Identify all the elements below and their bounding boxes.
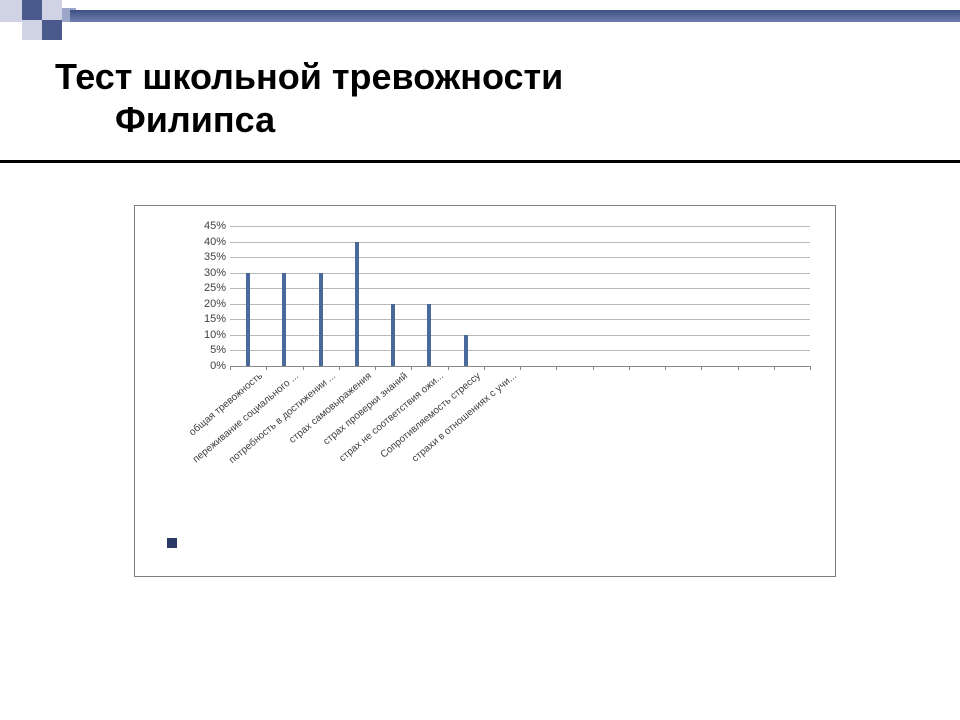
deco-square (22, 20, 42, 40)
chart-x-tick (556, 366, 557, 370)
chart-plot-area: 0%5%10%15%20%25%30%35%40%45%общая тревож… (230, 226, 810, 367)
chart-gridline (230, 242, 810, 243)
chart-bar (427, 304, 431, 366)
chart-y-tick-label: 45% (176, 220, 230, 232)
chart-x-tick (629, 366, 630, 370)
chart-bar (319, 273, 323, 366)
chart-bar (282, 273, 286, 366)
chart-gridline (230, 273, 810, 274)
chart-gridline (230, 350, 810, 351)
chart-x-tick (810, 366, 811, 370)
chart-bar (391, 304, 395, 366)
corner-decoration (0, 0, 190, 45)
chart-container: 0%5%10%15%20%25%30%35%40%45%общая тревож… (134, 205, 836, 577)
chart-x-tick (266, 366, 267, 370)
chart-x-tick (738, 366, 739, 370)
chart-y-tick-label: 0% (176, 360, 230, 372)
deco-square (42, 20, 62, 40)
deco-square (22, 0, 42, 20)
deco-square (42, 0, 62, 20)
chart-x-tick (303, 366, 304, 370)
chart-x-tick (520, 366, 521, 370)
chart-y-tick-label: 10% (176, 329, 230, 341)
chart-y-tick-label: 15% (176, 313, 230, 325)
chart-y-tick-label: 35% (176, 251, 230, 263)
chart-y-tick-label: 20% (176, 298, 230, 310)
chart-y-tick-label: 40% (176, 236, 230, 248)
chart-x-tick (593, 366, 594, 370)
slide-bullet-icon (167, 538, 177, 548)
chart-x-tick (375, 366, 376, 370)
chart-y-tick-label: 25% (176, 282, 230, 294)
chart-x-tick (448, 366, 449, 370)
chart-bar (464, 335, 468, 366)
chart-x-tick (411, 366, 412, 370)
chart-gridline (230, 335, 810, 336)
chart-x-tick (774, 366, 775, 370)
chart-gridline (230, 257, 810, 258)
chart-y-tick-label: 5% (176, 344, 230, 356)
chart-bar (355, 242, 359, 366)
chart-gridline (230, 304, 810, 305)
chart-gridline (230, 288, 810, 289)
title-line-1: Тест школьной тревожности (55, 56, 563, 97)
title-underline (0, 160, 960, 163)
chart-x-tick (339, 366, 340, 370)
chart-gridline (230, 226, 810, 227)
page-title: Тест школьной тревожности Филипса (55, 55, 563, 141)
chart-y-tick-label: 30% (176, 267, 230, 279)
chart-x-tick (665, 366, 666, 370)
slide: Тест школьной тревожности Филипса 0%5%10… (0, 0, 960, 720)
chart-gridline (230, 319, 810, 320)
chart-x-tick (230, 366, 231, 370)
title-line-2: Филипса (55, 98, 563, 141)
top-gradient-bar (70, 10, 960, 22)
chart-x-tick (701, 366, 702, 370)
chart-bar (246, 273, 250, 366)
chart-x-tick (484, 366, 485, 370)
deco-square (0, 0, 22, 22)
